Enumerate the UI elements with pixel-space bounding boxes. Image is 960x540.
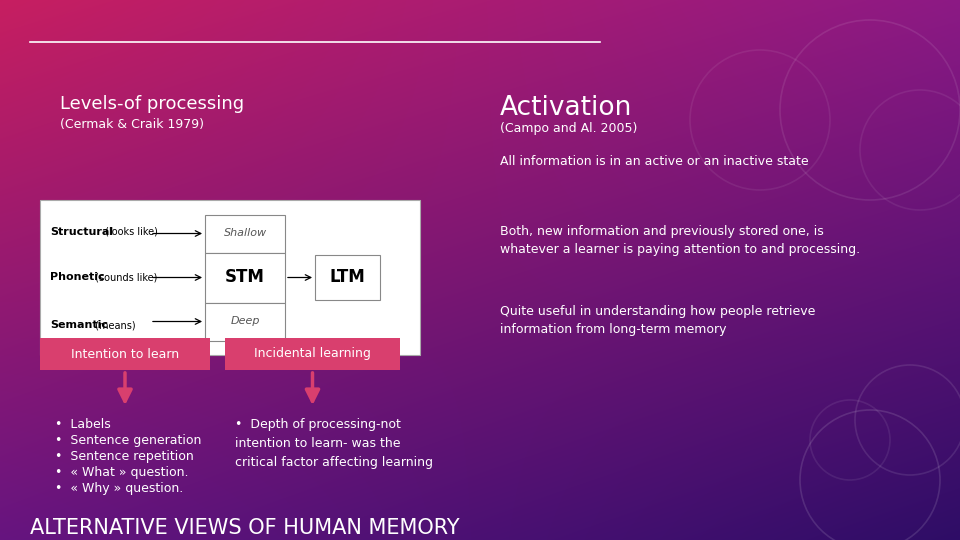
Text: •  Depth of processing-not
intention to learn- was the
critical factor affecting: • Depth of processing-not intention to l… (235, 418, 433, 469)
Text: Phonetic: Phonetic (50, 273, 105, 282)
Text: (Campo and Al. 2005): (Campo and Al. 2005) (500, 122, 637, 135)
FancyBboxPatch shape (205, 214, 285, 253)
FancyBboxPatch shape (315, 255, 380, 300)
Text: Both, new information and previously stored one, is
whatever a learner is paying: Both, new information and previously sto… (500, 225, 860, 256)
Text: •  Sentence generation: • Sentence generation (55, 434, 202, 447)
Text: Activation: Activation (500, 95, 633, 121)
Text: STM: STM (225, 268, 265, 287)
Text: Levels-of processing: Levels-of processing (60, 95, 244, 113)
Text: •  « Why » question.: • « Why » question. (55, 482, 183, 495)
Text: Shallow: Shallow (224, 228, 267, 239)
Text: •  « What » question.: • « What » question. (55, 466, 188, 479)
Text: LTM: LTM (329, 268, 366, 287)
Text: •  Labels: • Labels (55, 418, 110, 431)
Text: (Cermak & Craik 1979): (Cermak & Craik 1979) (60, 118, 204, 131)
Text: ALTERNATIVE VIEWS OF HUMAN MEMORY: ALTERNATIVE VIEWS OF HUMAN MEMORY (30, 518, 460, 538)
Text: Intention to learn: Intention to learn (71, 348, 180, 361)
FancyBboxPatch shape (205, 253, 285, 302)
FancyBboxPatch shape (205, 302, 285, 341)
Text: (looks like): (looks like) (102, 227, 157, 237)
Text: Structural: Structural (50, 227, 113, 237)
Text: Semantic: Semantic (50, 320, 108, 330)
Text: Incidental learning: Incidental learning (254, 348, 371, 361)
FancyBboxPatch shape (40, 338, 210, 370)
Text: •  Sentence repetition: • Sentence repetition (55, 450, 194, 463)
Text: (means): (means) (92, 320, 135, 330)
Text: (sounds like): (sounds like) (92, 273, 157, 282)
Text: All information is in an active or an inactive state: All information is in an active or an in… (500, 155, 808, 168)
Text: Deep: Deep (230, 316, 260, 327)
FancyBboxPatch shape (40, 200, 420, 355)
FancyBboxPatch shape (225, 338, 400, 370)
Text: Quite useful in understanding how people retrieve
information from long-term mem: Quite useful in understanding how people… (500, 305, 815, 336)
